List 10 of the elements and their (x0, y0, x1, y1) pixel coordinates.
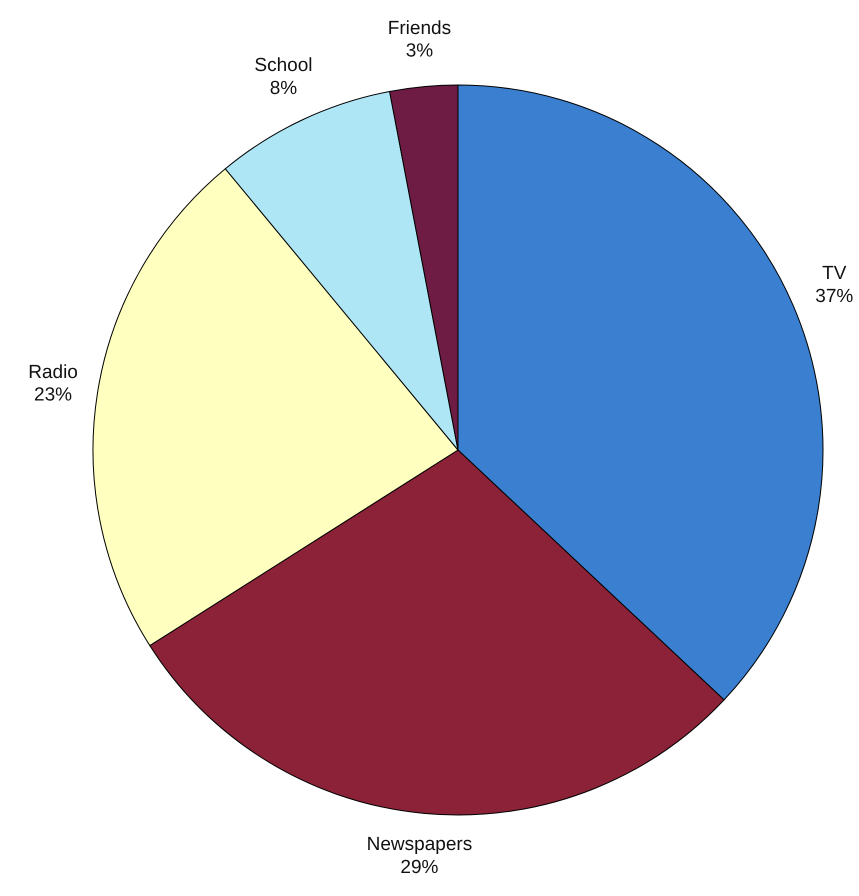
data-label: 23% (34, 384, 72, 406)
slice-label: Newspapers (366, 834, 472, 856)
slice-label: Friends (388, 18, 452, 39)
slice-label: School (254, 55, 312, 76)
data-label: 29% (400, 856, 439, 878)
data-label: 3% (406, 40, 434, 62)
slice-label: Radio (28, 362, 78, 383)
data-label: 8% (270, 78, 298, 99)
slice-label: TV (822, 263, 847, 284)
data-label: 37% (815, 286, 854, 307)
